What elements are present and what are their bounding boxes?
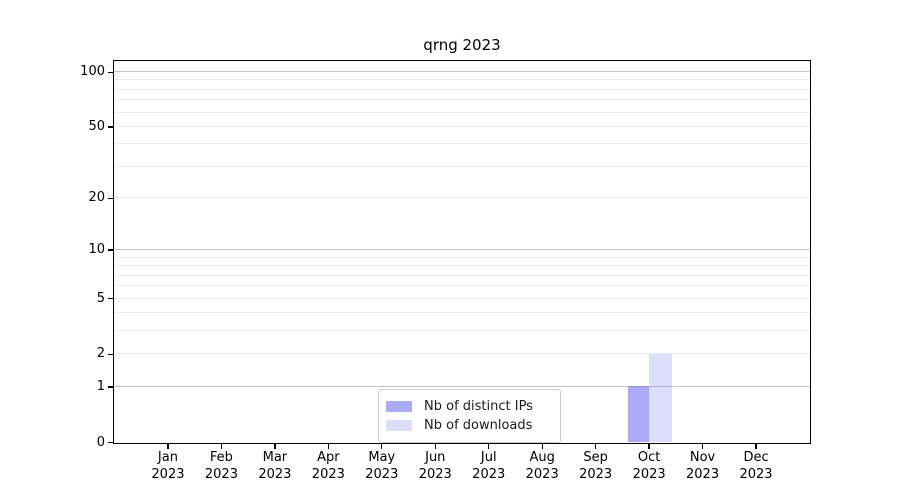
gridline-minor (114, 197, 810, 199)
x-tick-month: Sep (583, 450, 608, 465)
gridline-minor (114, 99, 810, 101)
x-tick-mark (167, 444, 169, 449)
legend-label: Nb of downloads (424, 418, 533, 433)
x-tick-year: 2023 (525, 467, 559, 482)
gridline-minor (114, 330, 810, 332)
y-tick-label: 0 (96, 434, 105, 450)
x-tick-label: May 2023 (342, 449, 422, 483)
x-tick-mark (541, 444, 543, 449)
gridline-minor (114, 265, 810, 267)
legend-items: Nb of distinct IPs Nb of downloads (386, 397, 550, 435)
legend-swatch (386, 420, 412, 431)
gridline-minor (114, 165, 810, 167)
gridline-minor (114, 125, 810, 127)
bar-distinct-ips (627, 386, 649, 442)
y-tick-mark (108, 353, 113, 356)
x-tick-year: 2023 (579, 467, 613, 482)
x-tick-mark (434, 444, 436, 449)
x-tick-label: Apr 2023 (288, 449, 368, 483)
x-tick-month: May (368, 450, 396, 465)
x-tick-label: Oct 2023 (609, 449, 689, 483)
y-tick-mark (108, 249, 113, 251)
x-tick-label: Nov 2023 (663, 449, 743, 483)
x-tick-mark (595, 444, 597, 449)
gridline-minor (114, 79, 810, 81)
y-tick-mark (108, 126, 113, 128)
gridline-minor (114, 256, 810, 258)
y-tick-mark (108, 298, 113, 300)
gridline-minor (114, 143, 810, 145)
x-tick-year: 2023 (686, 467, 720, 482)
y-tick-label: 10 (88, 242, 105, 258)
x-tick-year: 2023 (418, 467, 452, 482)
x-tick-mark (648, 444, 650, 449)
gridline-minor (114, 285, 810, 287)
x-tick-mark (701, 444, 704, 449)
x-tick-mark (488, 444, 490, 449)
gridline-minor (114, 353, 810, 355)
x-tick-month: Dec (743, 450, 769, 465)
x-tick-label: Feb 2023 (181, 449, 261, 483)
gridline-minor (114, 88, 810, 90)
x-tick-year: 2023 (258, 467, 292, 482)
x-tick-year: 2023 (739, 467, 773, 482)
x-tick-mark (327, 444, 329, 449)
legend-row: Nb of distinct IPs (386, 397, 550, 416)
legend: Nb of distinct IPs Nb of downloads (378, 389, 561, 443)
x-tick-year: 2023 (151, 467, 185, 482)
x-tick-year: 2023 (472, 467, 506, 482)
gridline-minor (114, 274, 810, 276)
x-tick-year: 2023 (311, 467, 345, 482)
legend-label: Nb of distinct IPs (424, 399, 533, 414)
x-tick-month: Feb (209, 450, 233, 465)
plot-area (113, 60, 811, 444)
bar-downloads (648, 353, 672, 442)
y-tick-label: 2 (96, 346, 105, 362)
x-tick-month: Apr (317, 450, 340, 465)
gridline-minor (114, 297, 810, 299)
gridline-minor (114, 111, 810, 113)
y-tick-label: 5 (96, 290, 105, 306)
y-tick-label: 20 (88, 190, 105, 206)
y-tick-mark (108, 197, 113, 199)
x-tick-year: 2023 (204, 467, 238, 482)
x-tick-label: Dec 2023 (716, 449, 796, 483)
x-tick-label: Mar 2023 (235, 449, 315, 483)
legend-row: Nb of downloads (386, 416, 550, 435)
y-tick-mark (108, 386, 113, 388)
y-tick-label: 100 (80, 64, 105, 80)
legend-swatch (386, 401, 412, 412)
y-tick-mark (108, 71, 113, 73)
gridline-minor (114, 312, 810, 314)
x-tick-mark (381, 444, 383, 449)
x-tick-mark (274, 444, 276, 449)
x-tick-label: Sep 2023 (556, 449, 636, 483)
x-tick-mark (755, 444, 757, 449)
y-tick-label: 1 (96, 378, 105, 394)
x-tick-month: Aug (529, 450, 555, 465)
gridline-major (114, 249, 810, 251)
x-tick-label: Jul 2023 (449, 449, 529, 483)
x-tick-month: Mar (262, 450, 288, 465)
x-tick-month: Oct (637, 450, 661, 465)
x-tick-month: Nov (689, 450, 716, 465)
x-tick-label: Jun 2023 (395, 449, 475, 483)
x-tick-label: Jan 2023 (128, 449, 208, 483)
x-tick-label: Aug 2023 (502, 449, 582, 483)
gridline-major (114, 385, 810, 387)
x-tick-month: Jan (157, 450, 178, 465)
x-tick-mark (220, 444, 223, 449)
chart-title: qrng 2023 (423, 36, 501, 54)
x-tick-month: Jun (425, 450, 446, 465)
x-tick-month: Jul (480, 450, 497, 465)
gridline-major (114, 71, 810, 73)
y-tick-mark (108, 441, 113, 444)
x-tick-year: 2023 (365, 467, 399, 482)
y-tick-label: 50 (88, 118, 105, 134)
x-tick-year: 2023 (632, 467, 666, 482)
